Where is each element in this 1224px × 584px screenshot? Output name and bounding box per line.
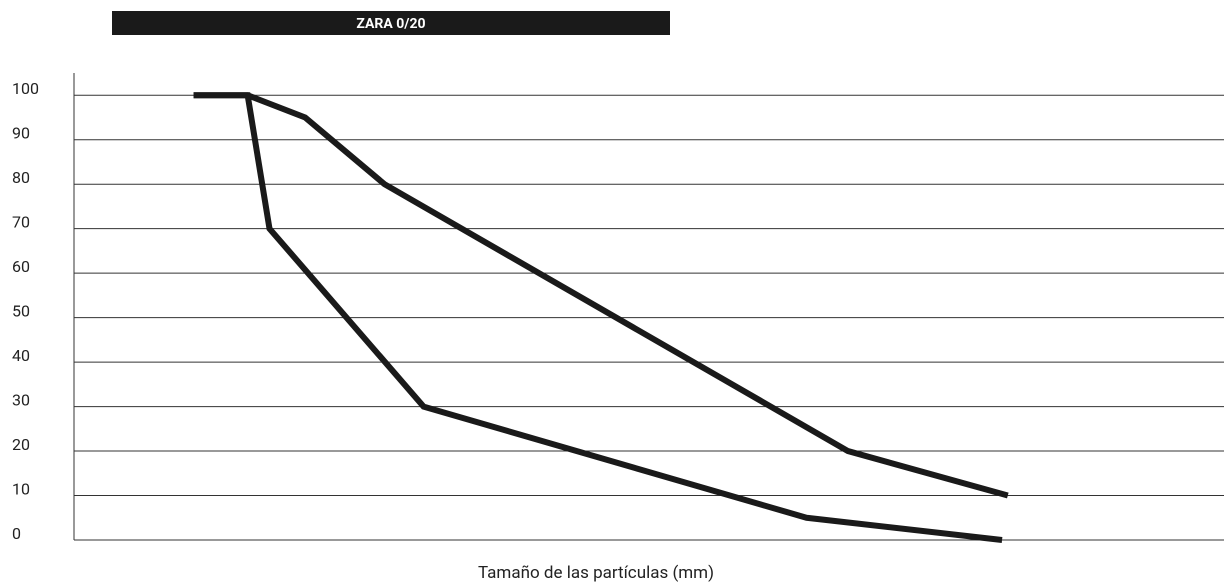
y-tick-label: 10	[12, 480, 30, 499]
series-line	[193, 92, 1009, 499]
series-line	[193, 92, 1003, 543]
y-tick-label: 0	[12, 524, 21, 543]
y-tick-label: 100	[12, 79, 39, 98]
y-tick-label: 20	[12, 435, 30, 454]
y-tick-label: 70	[12, 213, 30, 232]
y-tick-label: 80	[12, 168, 30, 187]
y-tick-label: 90	[12, 124, 30, 143]
y-tick-label: 60	[12, 257, 30, 276]
title-bar	[112, 11, 670, 35]
x-axis-label: Tamaño de las partículas (mm)	[478, 563, 714, 583]
chart-title: ZARA 0/20	[356, 16, 425, 32]
y-tick-label: 30	[12, 391, 30, 410]
y-tick-label: 50	[12, 302, 30, 321]
y-tick-label: 40	[12, 346, 30, 365]
